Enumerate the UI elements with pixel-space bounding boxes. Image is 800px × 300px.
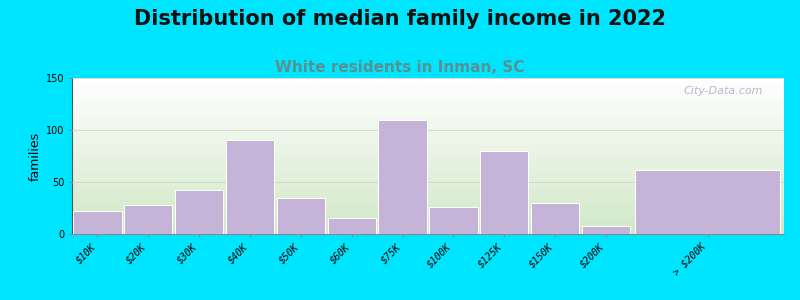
Y-axis label: families: families (29, 131, 42, 181)
Text: City-Data.com: City-Data.com (683, 86, 762, 96)
Bar (480, 151, 529, 234)
Bar (226, 140, 274, 234)
Bar (430, 207, 478, 234)
Bar (175, 190, 223, 234)
Bar (277, 198, 325, 234)
Text: Distribution of median family income in 2022: Distribution of median family income in … (134, 9, 666, 29)
Text: White residents in Inman, SC: White residents in Inman, SC (275, 60, 525, 75)
Bar (582, 226, 630, 234)
Bar (378, 120, 426, 234)
Bar (327, 218, 376, 234)
Bar (124, 205, 173, 234)
Bar (74, 211, 122, 234)
Bar (531, 203, 579, 234)
Bar (635, 169, 780, 234)
